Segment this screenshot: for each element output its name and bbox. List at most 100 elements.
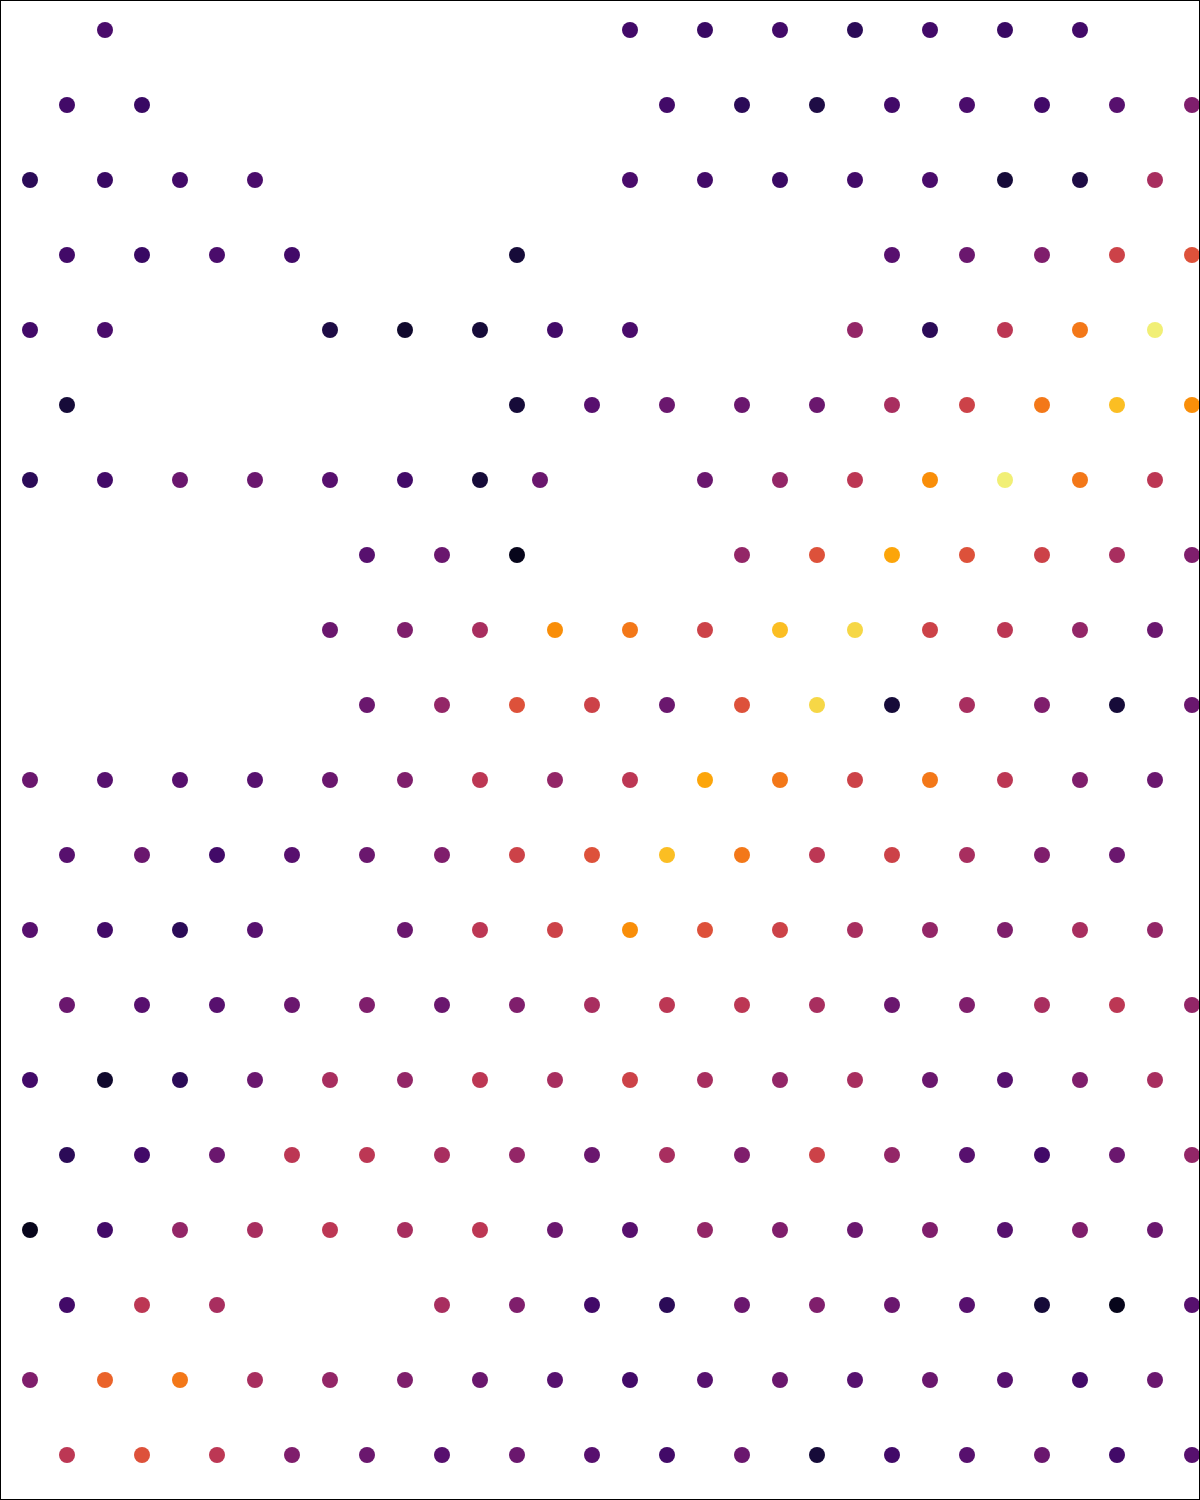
point: [884, 247, 900, 263]
point: [1109, 697, 1125, 713]
point: [622, 322, 638, 338]
point: [809, 97, 825, 113]
point: [532, 472, 548, 488]
point: [622, 1372, 638, 1388]
point: [97, 1372, 113, 1388]
point: [1147, 322, 1163, 338]
point: [584, 997, 600, 1013]
point: [922, 1072, 938, 1088]
point: [434, 997, 450, 1013]
point: [809, 1447, 825, 1463]
point: [1184, 1447, 1200, 1463]
point: [1147, 172, 1163, 188]
point: [997, 772, 1013, 788]
point: [734, 1147, 750, 1163]
point: [734, 1447, 750, 1463]
point: [22, 1372, 38, 1388]
point: [922, 622, 938, 638]
point: [1147, 1222, 1163, 1238]
point: [959, 547, 975, 563]
point: [472, 772, 488, 788]
point: [22, 322, 38, 338]
point: [1072, 22, 1088, 38]
point: [959, 697, 975, 713]
point: [97, 1222, 113, 1238]
point: [209, 1297, 225, 1313]
point: [172, 172, 188, 188]
point: [884, 697, 900, 713]
point: [397, 1372, 413, 1388]
point: [209, 847, 225, 863]
point: [959, 97, 975, 113]
point: [772, 622, 788, 638]
point: [1147, 922, 1163, 938]
point: [997, 472, 1013, 488]
point: [1147, 772, 1163, 788]
point: [284, 847, 300, 863]
point: [1109, 847, 1125, 863]
point: [397, 622, 413, 638]
point: [509, 247, 525, 263]
point: [622, 172, 638, 188]
point: [359, 1147, 375, 1163]
point: [59, 997, 75, 1013]
point: [284, 1147, 300, 1163]
point: [59, 1447, 75, 1463]
point: [1184, 697, 1200, 713]
point: [847, 322, 863, 338]
point: [472, 472, 488, 488]
point: [134, 997, 150, 1013]
point: [884, 397, 900, 413]
point: [1034, 97, 1050, 113]
point: [1147, 1072, 1163, 1088]
point: [472, 622, 488, 638]
point: [584, 847, 600, 863]
point: [509, 997, 525, 1013]
point: [772, 1072, 788, 1088]
point: [434, 1147, 450, 1163]
point: [1072, 1372, 1088, 1388]
point: [847, 1222, 863, 1238]
point: [322, 1222, 338, 1238]
point: [1034, 547, 1050, 563]
point: [359, 547, 375, 563]
point: [22, 1072, 38, 1088]
point: [959, 847, 975, 863]
point: [97, 1072, 113, 1088]
point: [247, 1072, 263, 1088]
point: [209, 1447, 225, 1463]
point: [22, 1222, 38, 1238]
point: [134, 1447, 150, 1463]
point: [809, 1297, 825, 1313]
point: [434, 697, 450, 713]
point: [284, 1447, 300, 1463]
point: [847, 472, 863, 488]
point: [959, 247, 975, 263]
point: [997, 322, 1013, 338]
point: [59, 1297, 75, 1313]
point: [509, 697, 525, 713]
point: [97, 172, 113, 188]
point: [1034, 847, 1050, 863]
point: [697, 1072, 713, 1088]
point: [134, 97, 150, 113]
point: [922, 1372, 938, 1388]
point: [997, 172, 1013, 188]
point: [959, 1447, 975, 1463]
point: [772, 1372, 788, 1388]
point: [847, 772, 863, 788]
point: [734, 397, 750, 413]
point: [1034, 1147, 1050, 1163]
point: [922, 472, 938, 488]
point: [697, 472, 713, 488]
point: [1072, 322, 1088, 338]
point: [622, 1072, 638, 1088]
point: [134, 847, 150, 863]
point: [697, 622, 713, 638]
point: [1072, 922, 1088, 938]
point: [1072, 772, 1088, 788]
point: [59, 397, 75, 413]
point: [397, 322, 413, 338]
point: [59, 247, 75, 263]
point: [1184, 1147, 1200, 1163]
